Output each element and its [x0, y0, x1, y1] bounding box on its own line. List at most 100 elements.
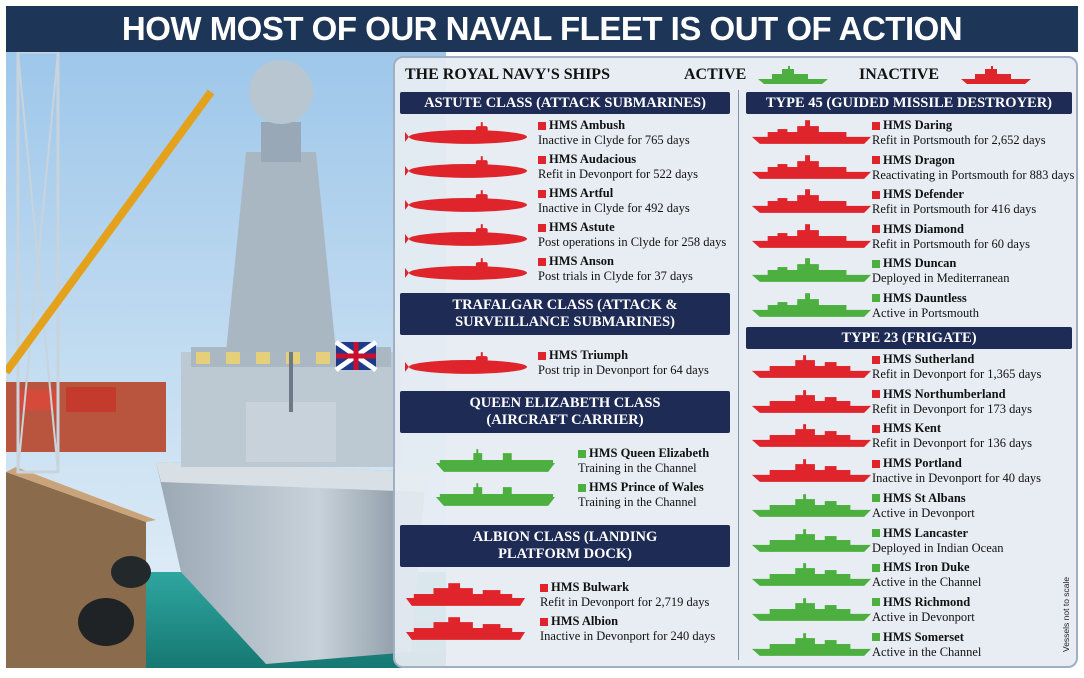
- ship-silhouette-icon: [748, 562, 873, 593]
- ship-name-text: HMS St Albans: [883, 490, 966, 505]
- ship-status: Post trip in Devonport for 64 days: [538, 363, 709, 377]
- ship-status: Inactive in Devonport for 240 days: [540, 629, 716, 643]
- ship-name-text: HMS Kent: [883, 421, 941, 436]
- ship-name: HMS St Albans: [872, 491, 975, 506]
- ship-name: HMS Bulwark: [540, 580, 709, 595]
- status-square-icon: [872, 355, 880, 364]
- ship-info: HMS Dragon Reactivating in Portsmouth for…: [872, 153, 1074, 183]
- ship-silhouette-icon: [748, 292, 873, 324]
- ship-row-hms-northumberland: HMS Northumberland Refit in Devonport for…: [748, 387, 1068, 420]
- status-square-icon: [872, 294, 880, 302]
- ship-silhouette-icon: [748, 389, 873, 420]
- ship-row-hms-ambush: HMS Ambush Inactive in Clyde for 765 days: [405, 118, 730, 151]
- ship-silhouette-icon: [748, 493, 873, 524]
- ship-name-text: HMS Richmond: [883, 594, 971, 609]
- ship-row-hms-artful: HMS Artful Inactive in Clyde for 492 days: [405, 186, 730, 219]
- footnote-text: Vessels not to scale: [1061, 577, 1071, 652]
- ship-name-text: HMS Dragon: [883, 152, 955, 167]
- ship-status: Post operations in Clyde for 258 days: [538, 235, 727, 249]
- ship-row-hms-diamond: HMS Diamond Refit in Portsmouth for 60 da…: [748, 222, 1068, 255]
- ship-row-hms-lancaster: HMS Lancaster Deployed in Indian Ocean: [748, 526, 1068, 559]
- ship-name: HMS Daring: [872, 118, 1046, 133]
- ship-silhouette-icon: [748, 354, 873, 385]
- status-square-icon: [538, 257, 546, 266]
- ship-info: HMS Iron Duke Active in the Channel: [872, 560, 981, 590]
- status-square-icon: [872, 494, 880, 503]
- class-header-astute: ASTUTE CLASS (ATTACK SUBMARINES): [400, 92, 730, 114]
- legend-inactive-label: INACTIVE: [859, 66, 940, 83]
- ship-status: Refit in Devonport for 522 days: [538, 167, 699, 181]
- status-square-icon: [872, 259, 880, 268]
- status-square-icon: [872, 156, 880, 164]
- class-header-albion-line1: ALBION CLASS (LANDING: [472, 529, 658, 545]
- ship-name-text: HMS Diamond: [883, 221, 964, 236]
- ship-silhouette-icon: [405, 350, 530, 381]
- ship-info: HMS Albion Inactive in Devonport for 240 …: [540, 614, 715, 644]
- ship-name: HMS Defender: [872, 187, 1036, 202]
- ship-name-text: HMS Lancaster: [883, 525, 969, 540]
- status-square-icon: [872, 563, 880, 572]
- ship-row-hms-somerset: HMS Somerset Active in the Channel: [748, 630, 1068, 663]
- ship-name-text: HMS Prince of Wales: [589, 480, 704, 494]
- ship-info: HMS Astute Post operations in Clyde for 2…: [538, 220, 726, 250]
- ship-info: HMS Bulwark Refit in Devonport for 2,719 …: [540, 580, 709, 610]
- ship-status: Reactivating in Portsmouth for 883 days: [872, 167, 1075, 182]
- ship-status: Refit in Devonport for 136 days: [872, 436, 1033, 451]
- ship-name-text: HMS Bulwark: [551, 580, 630, 594]
- ship-row-hms-portland: HMS Portland Inactive in Devonport for 40…: [748, 456, 1068, 489]
- ship-row-hms-dragon: HMS Dragon Reactivating in Portsmouth for…: [748, 153, 1074, 186]
- ship-info: HMS Artful Inactive in Clyde for 492 days: [538, 186, 690, 216]
- ship-name: HMS Albion: [540, 614, 715, 629]
- ship-name-text: HMS Duncan: [883, 256, 957, 270]
- ship-row-hms-bulwark: HMS Bulwark Refit in Devonport for 2,719 …: [402, 580, 727, 613]
- ship-silhouette-icon: [748, 223, 873, 255]
- ship-name: HMS Sutherland: [872, 352, 1041, 367]
- ship-silhouette-icon: [432, 482, 557, 513]
- ship-name: HMS Northumberland: [872, 387, 1032, 402]
- ship-silhouette-icon: [405, 154, 530, 185]
- ship-status: Deployed in Mediterranean: [872, 271, 1010, 285]
- ship-silhouette-icon: [748, 154, 873, 186]
- ship-info: HMS Lancaster Deployed in Indian Ocean: [872, 526, 1004, 556]
- ship-silhouette-icon: [405, 120, 530, 151]
- legend-active-icon: [758, 66, 828, 89]
- footnote: Vessels not to scale: [1059, 574, 1073, 654]
- ship-row-hms-st-albans: HMS St Albans Active in Devonport: [748, 491, 1068, 524]
- status-square-icon: [872, 459, 880, 468]
- ship-name-text: HMS Northumberland: [883, 386, 1006, 401]
- ship-row-hms-queen-elizabeth: HMS Queen Elizabeth Training in the Chann…: [432, 446, 757, 479]
- ship-silhouette-icon: [748, 597, 873, 628]
- ship-name: HMS Duncan: [872, 256, 1009, 271]
- ship-name: HMS Somerset: [872, 630, 981, 645]
- ship-silhouette-icon: [402, 616, 527, 647]
- ship-name: HMS Kent: [872, 421, 1032, 436]
- ship-name: HMS Lancaster: [872, 526, 1004, 541]
- status-square-icon: [538, 155, 546, 164]
- status-square-icon: [540, 583, 548, 592]
- ship-info: HMS Sutherland Refit in Devonport for 1,3…: [872, 352, 1041, 382]
- title-banner: HOW MOST OF OUR NAVAL FLEET IS OUT OF AC…: [6, 6, 1078, 52]
- ship-row-hms-defender: HMS Defender Refit in Portsmouth for 416 …: [748, 187, 1068, 220]
- legend-header: THE ROYAL NAVY'S SHIPS ACTIVE INACTIVE: [405, 64, 1065, 88]
- ship-name-text: HMS Anson: [549, 254, 614, 268]
- ship-name: HMS Anson: [538, 254, 693, 269]
- ship-name-text: HMS Portland: [883, 456, 962, 471]
- ship-name: HMS Audacious: [538, 152, 698, 167]
- ship-info: HMS St Albans Active in Devonport: [872, 491, 975, 521]
- ship-name: HMS Ambush: [538, 118, 690, 133]
- class-header-trafalgar-line2: SURVEILLANCE SUBMARINES): [455, 314, 675, 330]
- ship-name: HMS Dragon: [872, 153, 1074, 168]
- ship-row-hms-anson: HMS Anson Post trials in Clyde for 37 day…: [405, 254, 730, 287]
- ship-name: HMS Astute: [538, 220, 726, 235]
- ship-info: HMS Anson Post trials in Clyde for 37 day…: [538, 254, 693, 284]
- status-square-icon: [872, 390, 880, 399]
- ship-row-hms-albion: HMS Albion Inactive in Devonport for 240 …: [402, 614, 727, 647]
- class-header-type45-label: TYPE 45 (GUIDED MISSILE DESTROYER): [765, 94, 1053, 111]
- ship-name-text: HMS Ambush: [549, 118, 626, 132]
- ship-row-hms-sutherland: HMS Sutherland Refit in Devonport for 1,3…: [748, 352, 1068, 385]
- ship-status: Active in the Channel: [872, 575, 982, 590]
- ship-name-text: HMS Albion: [551, 614, 619, 628]
- ship-silhouette-icon: [748, 189, 873, 220]
- status-square-icon: [872, 598, 880, 607]
- ship-name-text: HMS Audacious: [549, 152, 637, 166]
